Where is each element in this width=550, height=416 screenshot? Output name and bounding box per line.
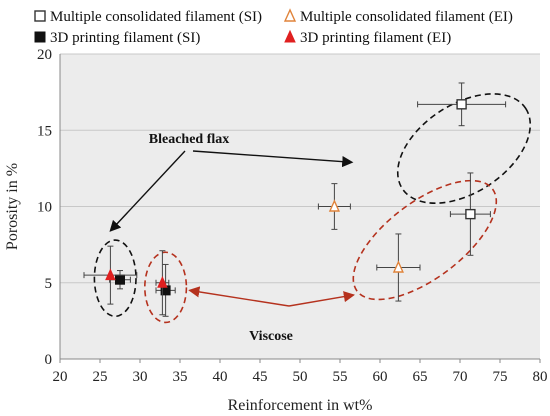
legend-label: Multiple consolidated filament (EI) bbox=[300, 9, 513, 25]
x-axis-title: Reinforcement in wt% bbox=[228, 397, 373, 414]
data-point bbox=[456, 99, 467, 110]
arrow-flax-printing bbox=[109, 150, 186, 232]
x-tick-label: 65 bbox=[413, 369, 428, 385]
legend-marker bbox=[283, 8, 297, 22]
x-tick-label: 70 bbox=[453, 369, 468, 385]
legend-marker bbox=[284, 29, 296, 43]
arrow-viscose-consolidated bbox=[288, 291, 355, 307]
series-2 bbox=[109, 263, 176, 317]
legend-label: Multiple consolidated filament (SI) bbox=[50, 9, 262, 25]
grid-lines bbox=[60, 53, 540, 284]
y-tick-label: 15 bbox=[37, 123, 52, 139]
data-point bbox=[328, 199, 340, 212]
annotation-viscose: Viscose bbox=[249, 329, 293, 344]
legend-item: 3D printing filament (SI) bbox=[34, 30, 200, 46]
group-ellipses bbox=[93, 93, 532, 324]
data-points bbox=[83, 82, 507, 317]
ellipse-bleached-flax-printing bbox=[93, 239, 137, 318]
data-point bbox=[465, 208, 476, 220]
data-point bbox=[115, 274, 125, 285]
x-tick-label: 35 bbox=[173, 369, 188, 385]
ellipse-viscose-consolidated bbox=[352, 179, 498, 301]
legend-item: 3D printing filament (EI) bbox=[284, 29, 451, 46]
x-tick-labels: 20 25 30 35 40 45 50 55 60 65 70 75 80 bbox=[53, 359, 548, 385]
x-tick-label: 60 bbox=[373, 369, 388, 385]
legend-marker bbox=[34, 31, 46, 43]
x-tick-label: 80 bbox=[533, 369, 548, 385]
legend-label: 3D printing filament (EI) bbox=[300, 30, 451, 46]
x-tick-label: 40 bbox=[213, 369, 228, 385]
x-tick-label: 55 bbox=[333, 369, 348, 385]
series-3 bbox=[83, 245, 170, 316]
data-point bbox=[105, 268, 116, 281]
data-point bbox=[392, 260, 404, 273]
y-axis-title: Porosity in % bbox=[4, 163, 21, 250]
legend-item: Multiple consolidated filament (EI) bbox=[283, 8, 513, 25]
y-tick-label: 10 bbox=[37, 200, 52, 216]
legend-item: Multiple consolidated filament (SI) bbox=[34, 9, 262, 25]
series-0 bbox=[417, 82, 507, 256]
x-tick-label: 50 bbox=[293, 369, 308, 385]
x-tick-label: 20 bbox=[53, 369, 68, 385]
y-tick-labels: 0 5 10 15 20 bbox=[37, 47, 52, 368]
x-tick-label: 75 bbox=[493, 369, 508, 385]
annotation-bleached-flax: Bleached flax bbox=[149, 132, 230, 147]
x-tick-label: 30 bbox=[133, 369, 148, 385]
arrow-viscose-printing bbox=[188, 286, 290, 307]
series-1 bbox=[317, 183, 421, 302]
x-tick-label: 45 bbox=[253, 369, 268, 385]
y-tick-label: 0 bbox=[45, 352, 53, 368]
y-tick-label: 20 bbox=[37, 47, 52, 63]
arrow-flax-consolidated bbox=[192, 150, 354, 168]
ellipse-viscose-printing bbox=[144, 251, 188, 324]
data-point bbox=[157, 276, 168, 288]
x-tick-label: 25 bbox=[93, 369, 108, 385]
legend-marker bbox=[34, 10, 46, 22]
legend: Multiple consolidated filament (SI) Multi… bbox=[34, 8, 513, 46]
annotation-arrows bbox=[109, 150, 355, 307]
y-tick-label: 5 bbox=[45, 276, 53, 292]
legend-label: 3D printing filament (SI) bbox=[50, 30, 200, 46]
